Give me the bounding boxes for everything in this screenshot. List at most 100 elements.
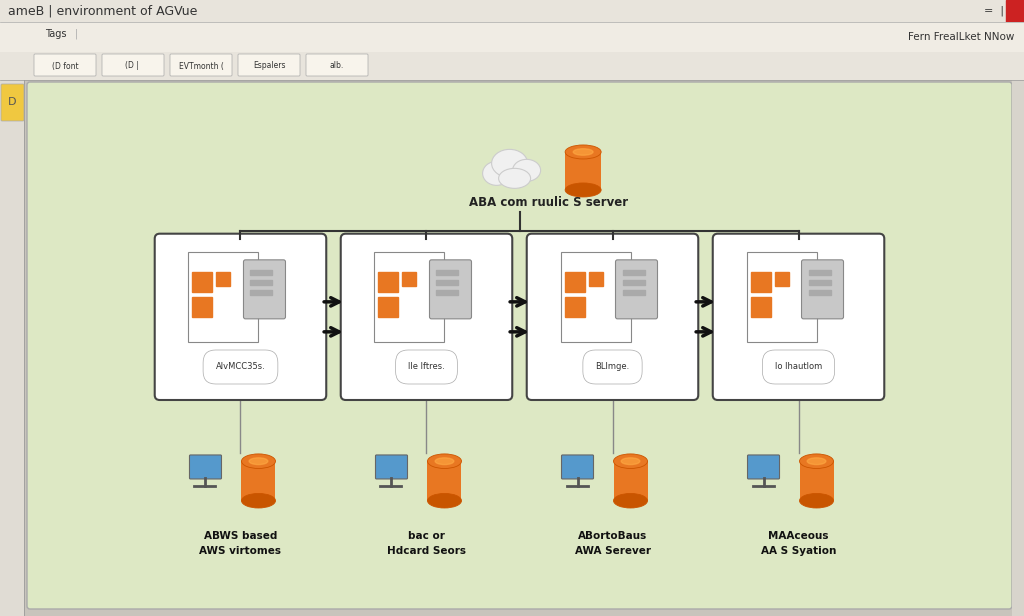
Bar <box>809 280 830 285</box>
Text: AA S Syation: AA S Syation <box>761 546 837 556</box>
FancyBboxPatch shape <box>34 54 96 76</box>
Ellipse shape <box>427 454 462 469</box>
Bar <box>751 297 770 317</box>
Text: MAAceous: MAAceous <box>768 530 828 541</box>
Ellipse shape <box>613 493 647 508</box>
FancyBboxPatch shape <box>238 54 300 76</box>
Bar <box>379 272 398 292</box>
FancyBboxPatch shape <box>102 54 164 76</box>
Bar <box>193 272 213 292</box>
FancyBboxPatch shape <box>713 233 885 400</box>
Bar <box>751 272 770 292</box>
FancyBboxPatch shape <box>802 260 844 319</box>
Bar <box>436 280 459 285</box>
Text: AWA Serever: AWA Serever <box>574 546 650 556</box>
Text: Hdcard Seors: Hdcard Seors <box>387 546 466 556</box>
FancyBboxPatch shape <box>561 455 594 479</box>
Bar <box>613 461 647 501</box>
FancyBboxPatch shape <box>526 233 698 400</box>
FancyBboxPatch shape <box>188 252 258 342</box>
Text: AlvMCC35s.: AlvMCC35s. <box>216 362 265 371</box>
Text: lo lhautlom: lo lhautlom <box>775 362 822 371</box>
Bar <box>800 461 834 501</box>
Ellipse shape <box>242 493 275 508</box>
Ellipse shape <box>613 454 647 469</box>
Bar <box>436 270 459 275</box>
Bar <box>589 272 602 286</box>
Ellipse shape <box>807 458 826 464</box>
FancyBboxPatch shape <box>189 455 221 479</box>
FancyBboxPatch shape <box>155 233 327 400</box>
Bar <box>216 272 230 286</box>
Ellipse shape <box>573 148 593 155</box>
Text: Tags: Tags <box>45 29 67 39</box>
Bar <box>436 290 459 295</box>
Bar <box>623 270 644 275</box>
Bar <box>251 290 272 295</box>
Ellipse shape <box>565 183 601 197</box>
FancyBboxPatch shape <box>615 260 657 319</box>
Text: (D font: (D font <box>51 62 78 70</box>
Bar <box>1012 80 1024 616</box>
Text: |: | <box>75 29 78 39</box>
Ellipse shape <box>622 458 640 464</box>
Text: (D |: (D | <box>125 62 141 70</box>
Text: ABA com ruulic S server: ABA com ruulic S server <box>469 196 629 209</box>
Bar <box>809 270 830 275</box>
Bar <box>427 461 462 501</box>
Ellipse shape <box>427 493 462 508</box>
Bar <box>564 272 585 292</box>
Bar <box>809 290 830 295</box>
Text: alb.: alb. <box>330 62 344 70</box>
FancyBboxPatch shape <box>306 54 368 76</box>
Bar <box>565 152 601 190</box>
FancyBboxPatch shape <box>27 82 1012 609</box>
Bar <box>402 272 417 286</box>
Text: EVTmonth (: EVTmonth ( <box>178 62 223 70</box>
Bar <box>193 297 213 317</box>
Text: BLlmge.: BLlmge. <box>595 362 630 371</box>
Ellipse shape <box>435 458 454 464</box>
Ellipse shape <box>492 149 527 177</box>
FancyBboxPatch shape <box>244 260 286 319</box>
Ellipse shape <box>513 160 541 181</box>
FancyBboxPatch shape <box>170 54 232 76</box>
FancyBboxPatch shape <box>748 455 779 479</box>
Ellipse shape <box>565 145 601 159</box>
Text: lle lftres.: lle lftres. <box>409 362 444 371</box>
Text: Fern FrealLket NNow: Fern FrealLket NNow <box>907 32 1014 42</box>
FancyBboxPatch shape <box>376 455 408 479</box>
Bar <box>774 272 788 286</box>
FancyBboxPatch shape <box>341 233 512 400</box>
FancyBboxPatch shape <box>375 252 444 342</box>
FancyBboxPatch shape <box>1 84 24 121</box>
Bar <box>1006 0 1024 22</box>
Text: ABortoBaus: ABortoBaus <box>578 530 647 541</box>
Bar <box>564 297 585 317</box>
FancyBboxPatch shape <box>746 252 816 342</box>
Text: ABWS based: ABWS based <box>204 530 278 541</box>
Bar <box>623 290 644 295</box>
Text: D: D <box>8 97 16 107</box>
Bar <box>0 22 1024 52</box>
Bar <box>0 80 25 616</box>
Text: =  |: = | <box>984 6 1004 16</box>
FancyBboxPatch shape <box>429 260 471 319</box>
Bar <box>379 297 398 317</box>
Bar <box>623 280 644 285</box>
Bar <box>251 270 272 275</box>
Text: AWS virtomes: AWS virtomes <box>200 546 282 556</box>
Bar <box>251 280 272 285</box>
Bar <box>0 0 1024 22</box>
Bar <box>242 461 275 501</box>
Text: Espalers: Espalers <box>253 62 286 70</box>
FancyBboxPatch shape <box>560 252 631 342</box>
Ellipse shape <box>482 161 511 185</box>
Ellipse shape <box>249 458 268 464</box>
Text: bac or: bac or <box>408 530 445 541</box>
Ellipse shape <box>800 493 834 508</box>
Ellipse shape <box>800 454 834 469</box>
Ellipse shape <box>499 168 530 188</box>
Ellipse shape <box>242 454 275 469</box>
Text: ameB | environment of AGVue: ameB | environment of AGVue <box>8 4 198 17</box>
